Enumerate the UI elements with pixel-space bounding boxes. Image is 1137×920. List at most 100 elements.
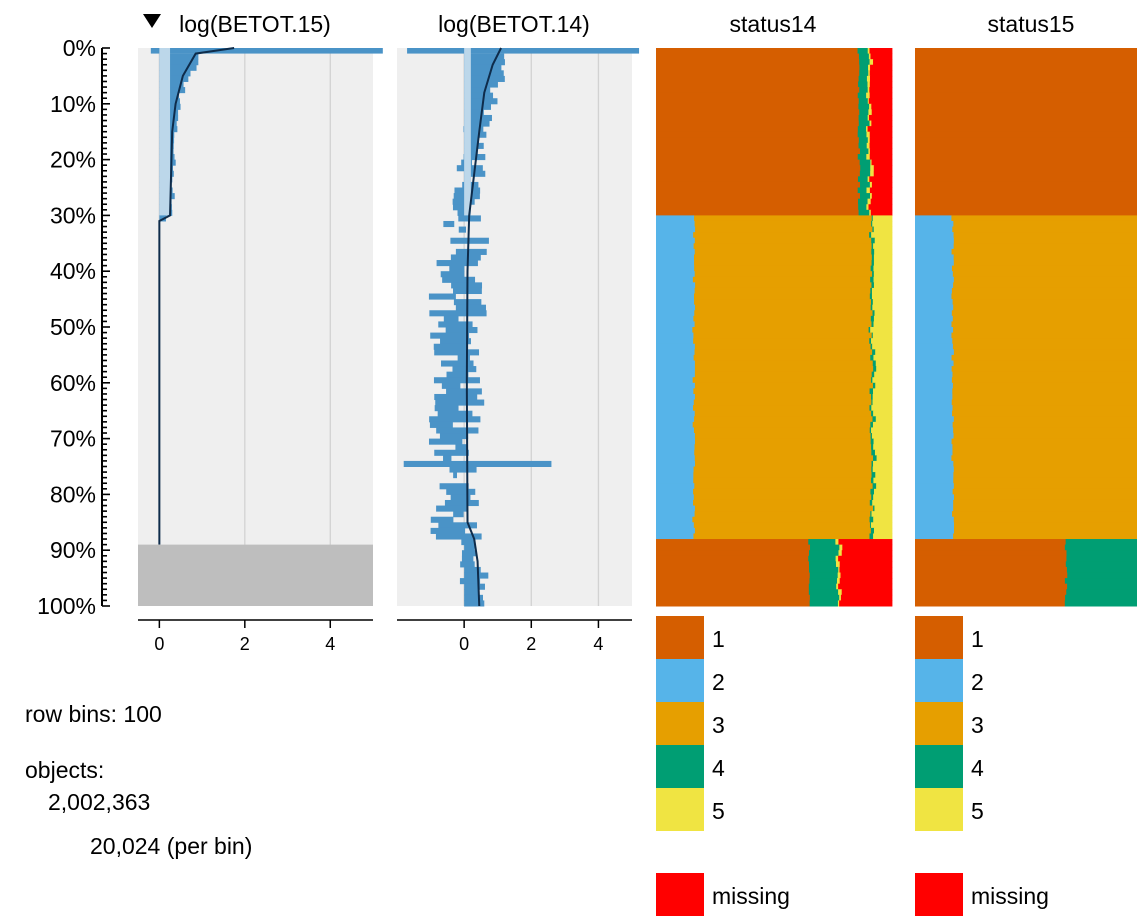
legend-swatch-3 bbox=[915, 702, 963, 745]
category-segment-4 bbox=[1064, 600, 1137, 607]
bar-bin bbox=[443, 315, 459, 322]
category-segment-4 bbox=[1066, 555, 1137, 562]
category-segment-2 bbox=[915, 494, 955, 501]
category-segment-3 bbox=[951, 366, 1137, 373]
legend-swatch-5 bbox=[915, 788, 963, 831]
category-segment-1 bbox=[915, 204, 1137, 211]
category-segment-5 bbox=[873, 438, 893, 445]
category-segment-missing bbox=[839, 566, 893, 574]
category-segment-missing bbox=[869, 154, 893, 161]
category-segment-missing bbox=[840, 594, 893, 601]
column-title-betot14[interactable]: log(BETOT.14) bbox=[438, 11, 590, 37]
category-segment-4 bbox=[858, 114, 869, 122]
category-segment-1 bbox=[656, 75, 860, 82]
category-segment-4 bbox=[871, 477, 874, 484]
category-segment-1 bbox=[656, 198, 859, 205]
bar-bin bbox=[445, 327, 478, 334]
category-segment-2 bbox=[915, 243, 955, 250]
legend-label-1: 1 bbox=[712, 626, 725, 652]
legend-swatch-4 bbox=[915, 745, 963, 788]
category-segment-missing bbox=[840, 572, 893, 579]
category-segment-5 bbox=[867, 176, 870, 183]
category-segment-4 bbox=[869, 405, 872, 412]
category-segment-3 bbox=[694, 433, 871, 440]
category-segment-2 bbox=[915, 477, 954, 484]
row-tick-label: 0% bbox=[63, 35, 96, 61]
category-segment-5 bbox=[876, 455, 893, 462]
category-segment-4 bbox=[809, 594, 840, 601]
bar-bin bbox=[449, 265, 465, 272]
category-segment-2 bbox=[915, 254, 955, 261]
category-segment-3 bbox=[694, 310, 873, 317]
category-segment-3 bbox=[951, 377, 1137, 384]
category-segment-2 bbox=[656, 388, 694, 395]
category-segment-1 bbox=[915, 75, 1137, 82]
category-segment-1 bbox=[915, 181, 1137, 188]
category-segment-2 bbox=[915, 382, 954, 389]
category-segment-5 bbox=[875, 472, 893, 479]
legend-label-3: 3 bbox=[971, 712, 984, 738]
category-segment-3 bbox=[694, 220, 872, 228]
category-segment-3 bbox=[694, 371, 873, 378]
column-title-status14[interactable]: status14 bbox=[730, 11, 817, 37]
category-segment-5 bbox=[869, 181, 873, 188]
sort-descending-icon[interactable] bbox=[143, 14, 161, 28]
column-title-betot15[interactable]: log(BETOT.15) bbox=[179, 11, 331, 37]
legend-label-missing: missing bbox=[712, 883, 790, 909]
legend-swatch-4 bbox=[656, 745, 704, 788]
category-segment-1 bbox=[915, 539, 1067, 546]
category-segment-1 bbox=[915, 87, 1137, 94]
category-segment-1 bbox=[915, 137, 1137, 144]
category-segment-2 bbox=[656, 483, 695, 490]
bar-bin bbox=[436, 260, 478, 267]
category-segment-2 bbox=[656, 466, 694, 473]
category-segment-4 bbox=[860, 181, 871, 188]
category-segment-3 bbox=[694, 349, 873, 356]
category-segment-5 bbox=[869, 103, 872, 110]
category-segment-2 bbox=[915, 505, 954, 512]
category-segment-2 bbox=[915, 483, 955, 490]
category-segment-2 bbox=[915, 399, 953, 406]
category-segment-2 bbox=[656, 343, 696, 350]
category-segment-1 bbox=[656, 87, 860, 94]
category-segment-1 bbox=[656, 64, 860, 71]
category-segment-3 bbox=[694, 248, 872, 255]
bar-bin bbox=[441, 360, 474, 367]
category-segment-1 bbox=[656, 70, 860, 77]
category-segment-2 bbox=[915, 338, 953, 345]
category-segment-3 bbox=[953, 220, 1137, 228]
category-segment-2 bbox=[656, 449, 695, 456]
bar-bin bbox=[464, 103, 491, 110]
category-segment-4 bbox=[871, 371, 875, 378]
categorical-column-status14: 1 2 3 4 5 missing bbox=[656, 48, 893, 916]
category-segment-3 bbox=[952, 382, 1137, 389]
category-segment-3 bbox=[953, 304, 1137, 311]
category-segment-5 bbox=[874, 371, 893, 378]
category-segment-3 bbox=[693, 399, 872, 406]
bar-bin bbox=[159, 53, 199, 60]
category-segment-3 bbox=[952, 410, 1137, 417]
category-segment-5 bbox=[867, 81, 871, 88]
category-segment-4 bbox=[859, 59, 870, 66]
category-segment-3 bbox=[694, 444, 872, 451]
category-segment-1 bbox=[656, 544, 811, 551]
bar-bin bbox=[159, 87, 186, 94]
bar-bin bbox=[464, 59, 505, 66]
objects-count: 2,002,363 bbox=[48, 789, 150, 815]
category-segment-3 bbox=[694, 215, 873, 222]
bar-bin bbox=[452, 366, 477, 373]
bar-bin bbox=[449, 466, 477, 473]
bar-bin bbox=[464, 98, 498, 105]
bar-bin bbox=[464, 589, 479, 596]
category-segment-5 bbox=[836, 583, 839, 590]
category-segment-3 bbox=[952, 226, 1137, 233]
bar-bin bbox=[428, 293, 456, 300]
column-title-status15[interactable]: status15 bbox=[988, 11, 1075, 37]
category-segment-4 bbox=[858, 75, 868, 82]
category-segment-1 bbox=[915, 198, 1137, 205]
category-segment-2 bbox=[656, 254, 695, 261]
bar-bin bbox=[439, 483, 469, 490]
category-segment-1 bbox=[656, 539, 809, 546]
category-segment-1 bbox=[656, 59, 860, 66]
category-segment-2 bbox=[656, 287, 696, 295]
